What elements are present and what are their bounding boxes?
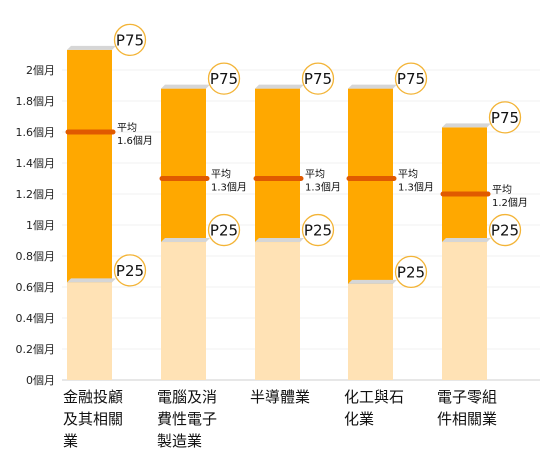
p75-badge-label: P75 (210, 70, 238, 88)
bar-p25-cap (442, 238, 491, 243)
y-tick-label: 2個月 (26, 64, 55, 77)
p75-badge: P75 (394, 62, 428, 95)
p75-badge: P75 (207, 62, 241, 95)
avg-label: 平均 (492, 184, 512, 196)
x-category-label-line: 金融投顧 (63, 388, 124, 406)
p25-badge-label: P25 (210, 222, 238, 240)
x-category-label: 化工與石 化業 (344, 386, 404, 430)
p75-badge-circle (113, 23, 147, 56)
bar-p25-cap (348, 279, 397, 284)
x-category-label-line: 業 (63, 432, 79, 450)
x-category-label-line: 化工與石 (344, 388, 405, 406)
avg-value: 1.6個月 (117, 134, 153, 147)
bar-top-cap (255, 84, 304, 89)
y-tick-label: 1.6個月 (16, 126, 56, 139)
p75-badge-circle (207, 62, 241, 95)
bar-below-p25 (255, 242, 300, 380)
x-category-label: 半導體業 (250, 386, 310, 408)
p25-badge-circle (394, 255, 428, 289)
y-tick-label: 1.4個月 (16, 157, 56, 170)
bar-below-p25 (442, 242, 487, 380)
y-axis: 0個月 0.2個月 0.4個月 0.6個月 0.8個月 1個月 1.2個月 1.4個月 1.6個… (16, 64, 56, 387)
bar-group: 平均1.3個月 (346, 84, 434, 380)
bar-below-p25 (161, 242, 206, 380)
p25-badge: P25 (301, 213, 335, 247)
y-tick-label: 0.4個月 (16, 312, 56, 325)
x-category-label-line: 半導體業 (250, 388, 311, 406)
p25-badge: P25 (113, 254, 147, 287)
avg-label: 平均 (117, 122, 137, 134)
p25-badge: P25 (394, 255, 428, 289)
y-tick-label: 0.8個月 (16, 250, 56, 263)
x-category-label-line: 費性電子 (157, 410, 218, 428)
bar-p25-cap (255, 238, 304, 243)
bar-group: 平均1.2個月 (440, 123, 528, 380)
p25-badge: P25 (488, 213, 522, 247)
p25-badge-label: P25 (397, 263, 425, 281)
x-category-label: 電腦及消費性電子製造業 (157, 386, 217, 452)
grid-lines (62, 69, 540, 381)
bar-group: 平均1.3個月 (253, 84, 341, 380)
p75-badge-label: P75 (491, 109, 519, 127)
x-category-label-line: 件相關業 (437, 410, 498, 428)
bar-range (348, 88, 393, 284)
p25-badge-circle (207, 213, 241, 247)
p25-badge-circle (301, 213, 335, 247)
y-tick-label: 0.2個月 (16, 343, 56, 356)
bar-top-cap (161, 84, 210, 89)
p75-badge: P75 (113, 23, 147, 56)
bar-range (67, 49, 112, 283)
avg-value: 1.2個月 (492, 196, 528, 209)
p25-badge-label: P25 (304, 222, 332, 240)
bar-group: 平均1.6個月 (65, 45, 153, 380)
bar-top-cap (442, 123, 491, 128)
p25-badge-label: P25 (491, 222, 519, 240)
bar-below-p25 (67, 282, 112, 380)
p75-badge-circle (301, 62, 335, 95)
y-tick-label: 0.6個月 (16, 281, 56, 294)
bar-range (255, 88, 300, 243)
avg-value: 1.3個月 (398, 181, 434, 194)
x-category-label-line: 及其相關 (63, 410, 124, 428)
p75-badge-label: P75 (397, 70, 425, 88)
avg-value: 1.3個月 (211, 181, 247, 194)
avg-label: 平均 (398, 169, 418, 181)
x-category-label-line: 化業 (344, 410, 375, 428)
bar-group: 平均1.3個月 (159, 84, 247, 380)
x-category-label-line: 電子零組 (437, 388, 498, 406)
p75-badge: P75 (488, 101, 522, 134)
p25-badge-circle (488, 213, 522, 247)
avg-label: 平均 (211, 169, 231, 181)
y-tick-label: 0個月 (26, 374, 55, 387)
x-category-label-line: 製造業 (157, 432, 203, 450)
p75-badge-label: P75 (304, 70, 332, 88)
bar-top-cap (67, 45, 116, 50)
p75-badge: P75 (301, 62, 335, 95)
bar-p25-cap (161, 238, 210, 243)
p25-badge-circle (113, 254, 147, 287)
x-category-label: 金融投顧 及其相關業 (63, 386, 123, 452)
p75-badge-label: P75 (116, 31, 144, 49)
p75-badge-circle (488, 101, 522, 134)
bar-below-p25 (348, 283, 393, 380)
p25-badge-label: P25 (116, 262, 144, 280)
p75-badge-circle (394, 62, 428, 95)
y-tick-label: 1.2個月 (16, 188, 56, 201)
bar-range (442, 127, 487, 243)
bar-range (161, 88, 206, 243)
avg-value: 1.3個月 (305, 181, 341, 194)
p25-badge: P25 (207, 213, 241, 247)
bar-top-cap (348, 84, 397, 89)
x-category-label: 電子零組 件相關業 (437, 386, 497, 430)
avg-label: 平均 (305, 169, 325, 181)
bar-p25-cap (67, 278, 116, 283)
x-category-label-line: 電腦及消 (157, 388, 218, 406)
bars: 平均1.6個月P75P25平均1.3個月P75P25平均1.3個月P75P25平… (65, 23, 528, 380)
y-tick-label: 1個月 (26, 219, 55, 232)
y-tick-label: 1.8個月 (16, 95, 56, 108)
